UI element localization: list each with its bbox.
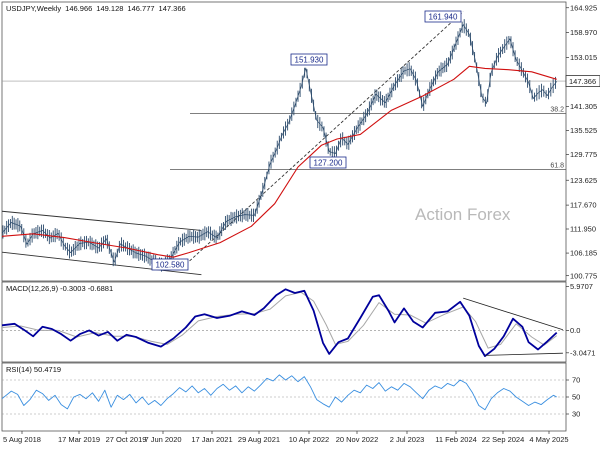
price-y-tick-label: 106.185 bbox=[570, 249, 597, 258]
x-tick-label: 4 May 2025 bbox=[529, 435, 568, 444]
macd-y-tick-label: 5.9707 bbox=[570, 282, 593, 291]
header-value: 146.777 bbox=[127, 4, 154, 13]
x-tick-label: 10 Apr 2022 bbox=[289, 435, 329, 444]
channel-upper-line bbox=[1, 210, 202, 231]
x-tick-label: 2 Jul 2023 bbox=[390, 435, 425, 444]
annotation-151930-box bbox=[290, 53, 328, 66]
annotation-102580-label: 102.580 bbox=[156, 261, 185, 270]
x-tick-label: 7 Jun 2020 bbox=[144, 435, 181, 444]
price-y-tick-label: 141.305 bbox=[570, 102, 597, 111]
last-price-tag-label: 147.366 bbox=[569, 77, 596, 86]
macd-trendline bbox=[463, 297, 564, 331]
price-y-tick-label: 158.970 bbox=[570, 28, 597, 37]
price-y-tick-label: 100.775 bbox=[570, 271, 597, 280]
price-y-tick-label: 123.625 bbox=[570, 176, 597, 185]
header-value: 146.966 bbox=[65, 4, 92, 13]
price-y-tick-label: 111.950 bbox=[570, 225, 596, 234]
price-close-line bbox=[1, 24, 557, 266]
price-panel-frame bbox=[1, 1, 567, 282]
last-price-tag-box bbox=[565, 75, 600, 87]
dashed-trendline bbox=[185, 11, 464, 265]
header-value: 149.128 bbox=[96, 4, 123, 13]
fib-level-label: 61.8 bbox=[550, 162, 564, 169]
price-y-tick-label: 153.015 bbox=[570, 53, 597, 62]
header-symbol: USDJPY,Weekly bbox=[6, 4, 61, 13]
x-tick-label: 17 Mar 2019 bbox=[58, 435, 100, 444]
price-y-tick-label: 135.525 bbox=[570, 126, 597, 135]
macd-panel-title: MACD(12,26,9) -0.3003 -0.6881 bbox=[6, 284, 113, 293]
annotation-151930-label: 151.930 bbox=[295, 56, 324, 65]
x-tick-label: 17 Jan 2021 bbox=[191, 435, 232, 444]
rsi-line bbox=[1, 374, 557, 411]
annotation-161940-box bbox=[424, 10, 462, 23]
macd-baseline bbox=[484, 352, 563, 356]
channel-lower-line bbox=[1, 251, 202, 276]
moving-average-line bbox=[1, 65, 557, 258]
annotation-161940-label: 161.940 bbox=[429, 13, 458, 22]
x-tick-label: 20 Nov 2022 bbox=[336, 435, 379, 444]
macd-line bbox=[1, 288, 558, 357]
watermark-text: Action Forex bbox=[415, 205, 511, 224]
chart-header: USDJPY,Weekly 146.966 149.128 146.777 147.36… bbox=[6, 4, 186, 13]
fib-level-label: 38.2 bbox=[550, 107, 564, 114]
rsi-y-tick-label: 30 bbox=[572, 410, 580, 419]
header-value: 147.366 bbox=[159, 4, 186, 13]
price-y-tick-label: 164.925 bbox=[570, 3, 597, 12]
macd-y-tick-label: -3.0471 bbox=[570, 348, 595, 357]
annotation-127200-box bbox=[309, 156, 347, 169]
x-tick-label: 27 Oct 2019 bbox=[106, 435, 147, 444]
rsi-y-tick-label: 50 bbox=[572, 393, 580, 402]
price-y-tick-label: 129.775 bbox=[570, 150, 597, 159]
x-tick-label: 11 Feb 2024 bbox=[435, 435, 477, 444]
rsi-panel-title: RSI(14) 50.4719 bbox=[6, 365, 61, 374]
price-y-tick-label: 117.670 bbox=[570, 201, 597, 210]
annotation-127200-label: 127.200 bbox=[314, 159, 343, 168]
annotation-102580-box bbox=[151, 258, 189, 271]
x-tick-label: 22 Sep 2024 bbox=[482, 435, 525, 444]
macd-y-tick-label: 0.0 bbox=[570, 326, 580, 335]
rsi-y-tick-label: 70 bbox=[572, 376, 580, 385]
x-tick-label: 29 Aug 2021 bbox=[238, 435, 280, 444]
x-tick-label: 5 Aug 2018 bbox=[3, 435, 41, 444]
